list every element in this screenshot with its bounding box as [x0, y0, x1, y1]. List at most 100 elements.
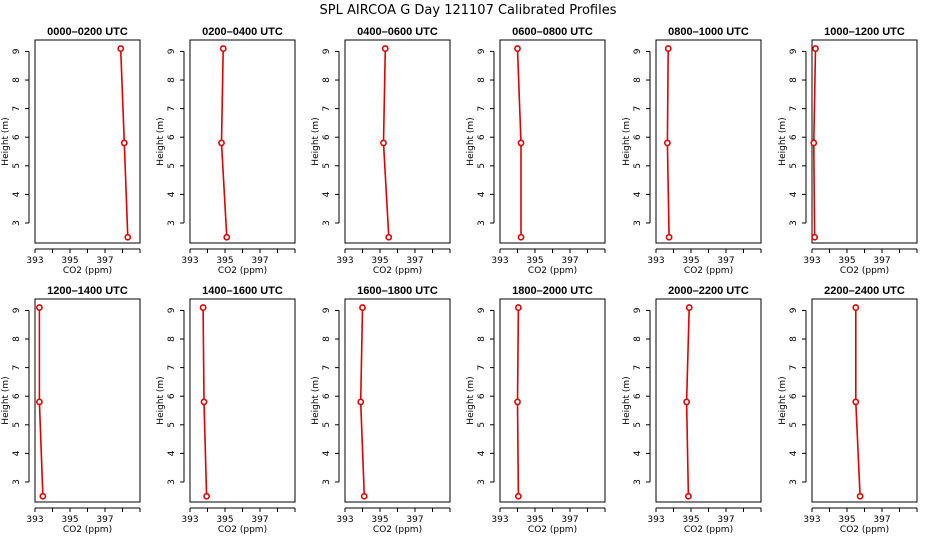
panel-title: 0600–0800 UTC [512, 26, 593, 38]
x-axis-label: CO2 (ppm) [840, 525, 889, 535]
x-axis-label: CO2 (ppm) [218, 525, 267, 535]
y-tick-label: 6 [167, 134, 177, 140]
y-tick-label: 7 [477, 365, 487, 371]
panel-title: 2200–2400 UTC [824, 285, 905, 297]
y-tick-label: 4 [477, 450, 487, 456]
y-tick-label: 6 [167, 393, 177, 399]
y-tick-label: 8 [477, 77, 487, 83]
x-axis-label: CO2 (ppm) [373, 525, 422, 535]
y-tick-label: 4 [789, 450, 799, 456]
y-axis-label: Height (m) [311, 117, 321, 165]
x-tick-label: 395 [371, 256, 388, 266]
y-tick-label: 5 [633, 422, 643, 428]
data-point [514, 492, 522, 500]
x-tick-label: 395 [682, 515, 699, 525]
x-tick-label: 393 [803, 515, 820, 525]
x-tick-label: 393 [181, 515, 198, 525]
x-tick-label: 395 [682, 256, 699, 266]
y-axis: 3 4 5 6 7 8 9 Height (m) [778, 307, 807, 485]
y-tick-label: 9 [322, 307, 332, 313]
x-tick-label: 393 [803, 256, 820, 266]
x-axis-label: CO2 (ppm) [63, 525, 112, 535]
y-axis: 3 4 5 6 7 8 9 Height (m) [156, 48, 185, 226]
y-tick-label: 9 [167, 307, 177, 313]
y-tick-label: 8 [789, 336, 799, 342]
x-tick-label: 397 [96, 256, 113, 266]
data-point [514, 398, 521, 406]
y-tick-label: 5 [322, 422, 332, 428]
x-tick-label: 393 [491, 515, 508, 525]
x-tick-label: 395 [61, 515, 78, 525]
y-tick-label: 8 [12, 336, 22, 342]
y-tick-label: 7 [12, 106, 22, 112]
y-tick-label: 5 [167, 422, 177, 428]
panel-title: 2000–2200 UTC [668, 285, 749, 297]
x-tick-label: 397 [251, 256, 268, 266]
plot-frame [655, 39, 762, 244]
y-tick-label: 7 [789, 106, 799, 112]
data-point [517, 139, 525, 147]
y-tick-label: 8 [789, 77, 799, 83]
x-tick-label: 397 [406, 515, 423, 525]
data-point [852, 304, 860, 311]
y-tick-label: 3 [789, 220, 799, 226]
y-axis: 3 4 5 6 7 8 9 Height (m) [622, 48, 651, 226]
y-axis: 3 4 5 6 7 8 9 Height (m) [466, 307, 495, 485]
plot-frame [499, 298, 606, 503]
y-tick-label: 5 [789, 163, 799, 169]
y-tick-label: 5 [633, 163, 643, 169]
y-tick-label: 8 [633, 336, 643, 342]
data-point [385, 233, 393, 241]
y-tick-label: 8 [167, 336, 177, 342]
y-tick-label: 5 [477, 163, 487, 169]
y-tick-label: 6 [633, 134, 643, 140]
y-axis: 3 4 5 6 7 8 9 Height (m) [1, 48, 30, 226]
x-tick-label: 397 [717, 256, 734, 266]
data-point [35, 304, 43, 311]
x-tick-label: 397 [873, 256, 890, 266]
y-tick-label: 6 [789, 134, 799, 140]
data-point [856, 492, 864, 500]
y-tick-label: 5 [12, 422, 22, 428]
panel-title: 1200–1400 UTC [47, 285, 128, 297]
y-tick-label: 8 [322, 336, 332, 342]
y-tick-label: 9 [322, 48, 332, 54]
y-axis-label: Height (m) [466, 376, 476, 424]
y-tick-label: 9 [167, 48, 177, 54]
data-point [223, 233, 231, 241]
y-tick-label: 4 [12, 191, 22, 197]
y-axis-label: Height (m) [156, 117, 166, 165]
y-axis: 3 4 5 6 7 8 9 Height (m) [1, 307, 30, 485]
panel-title: 0400–0600 UTC [357, 26, 438, 38]
y-tick-label: 3 [167, 220, 177, 226]
y-tick-label: 3 [477, 220, 487, 226]
data-point [360, 492, 368, 500]
y-axis-label: Height (m) [778, 376, 788, 424]
y-tick-label: 7 [633, 365, 643, 371]
y-tick-label: 6 [789, 393, 799, 399]
y-tick-label: 7 [322, 106, 332, 112]
data-point [39, 492, 47, 500]
panel-title: 0200–0400 UTC [202, 26, 283, 38]
y-tick-label: 4 [633, 450, 643, 456]
y-tick-label: 8 [322, 77, 332, 83]
y-tick-label: 5 [167, 163, 177, 169]
x-tick-label: 397 [251, 515, 268, 525]
y-axis-label: Height (m) [622, 117, 632, 165]
data-point [199, 304, 207, 311]
y-tick-label: 4 [12, 450, 22, 456]
x-tick-label: 397 [406, 256, 423, 266]
y-axis-label: Height (m) [622, 376, 632, 424]
x-tick-label: 393 [26, 515, 43, 525]
